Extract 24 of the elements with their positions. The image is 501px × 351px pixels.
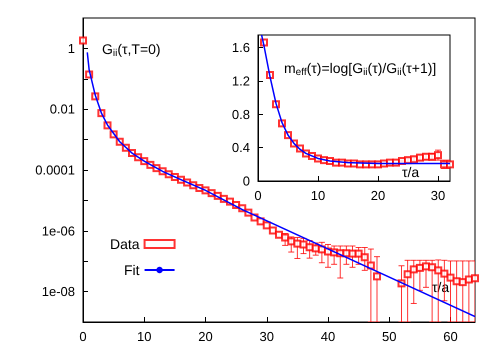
legend-label: Data (110, 236, 140, 252)
x-tick-label: 30 (430, 188, 446, 203)
x-tick-label: 60 (443, 329, 458, 344)
x-tick-label: 0 (79, 329, 87, 344)
y-tick-label: 0.01 (50, 102, 75, 117)
x-tick-label: 30 (260, 329, 274, 344)
y-tick-label: 1 (68, 40, 75, 56)
y-tick-label: 1e-06 (42, 223, 75, 238)
y-tick-label: 1.6 (232, 40, 250, 56)
y-tick-label: 0.4 (232, 140, 250, 156)
x-tick-label: 20 (370, 188, 386, 203)
x-tick-label: 50 (382, 329, 396, 344)
x-tick-label: 10 (137, 329, 152, 344)
x-tick-label: 0 (254, 188, 262, 203)
x-tick-label: 40 (320, 329, 336, 344)
x-tick-label: 20 (198, 329, 213, 344)
legend-label: Fit (124, 262, 140, 278)
y-tick-label: 0.0001 (35, 162, 75, 178)
x-tick-label: 10 (310, 188, 326, 203)
y-tick-label: 1.2 (232, 73, 250, 88)
x-axis-title: τ/a (402, 164, 420, 180)
y-tick-label: 0.8 (232, 106, 250, 122)
y-tick-label: 1e-08 (42, 284, 75, 300)
y-tick-label: 0 (242, 174, 250, 188)
